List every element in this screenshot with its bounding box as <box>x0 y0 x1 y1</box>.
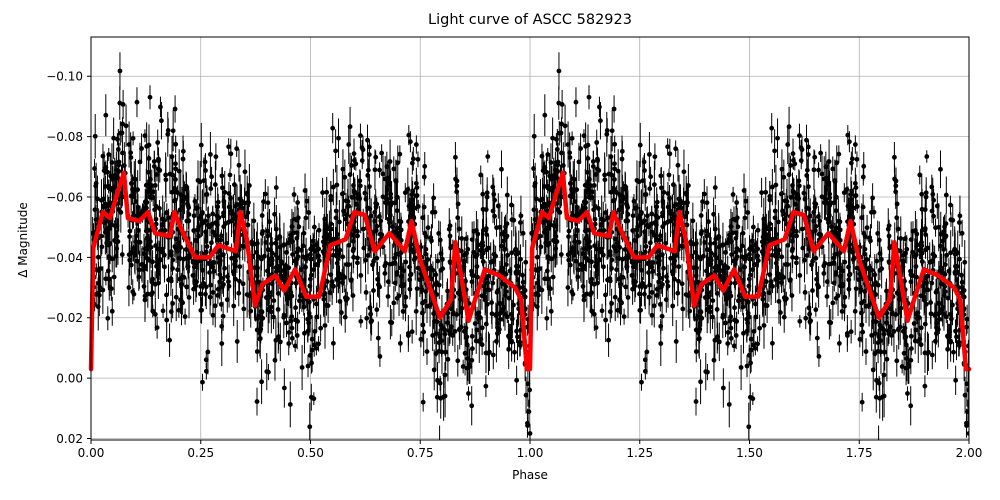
x-tick-label: 1.00 <box>517 446 544 460</box>
model-curve <box>88 170 972 372</box>
x-tick-label: 0.75 <box>407 446 434 460</box>
x-tick-label: 1.50 <box>736 446 763 460</box>
x-tick-label: 2.00 <box>956 446 983 460</box>
grid-lines <box>90 37 970 440</box>
y-tick-label: −0.04 <box>46 251 83 265</box>
x-tick-label: 1.25 <box>626 446 653 460</box>
y-tick-label: −0.06 <box>46 190 83 204</box>
y-tick-label: 0.00 <box>56 372 83 386</box>
y-axis-ticks: −0.10 −0.08 −0.06 −0.04 −0.02 0.00 0.02 <box>46 70 91 446</box>
x-tick-label: 0.50 <box>297 446 324 460</box>
y-tick-label: −0.08 <box>46 130 83 144</box>
x-tick-label: 1.75 <box>846 446 873 460</box>
x-axis-label: Phase <box>512 468 548 482</box>
chart-title: Light curve of ASCC 582923 <box>428 12 632 28</box>
model-curve-line <box>88 170 972 372</box>
y-tick-label: −0.02 <box>46 311 83 325</box>
y-tick-label: −0.10 <box>46 70 83 84</box>
x-tick-label: 0.00 <box>78 446 105 460</box>
x-axis-ticks: 0.00 0.25 0.50 0.75 1.00 1.25 1.50 1.75 2.00 <box>78 440 983 460</box>
y-tick-label: 0.02 <box>56 432 83 446</box>
x-tick-label: 0.25 <box>187 446 214 460</box>
